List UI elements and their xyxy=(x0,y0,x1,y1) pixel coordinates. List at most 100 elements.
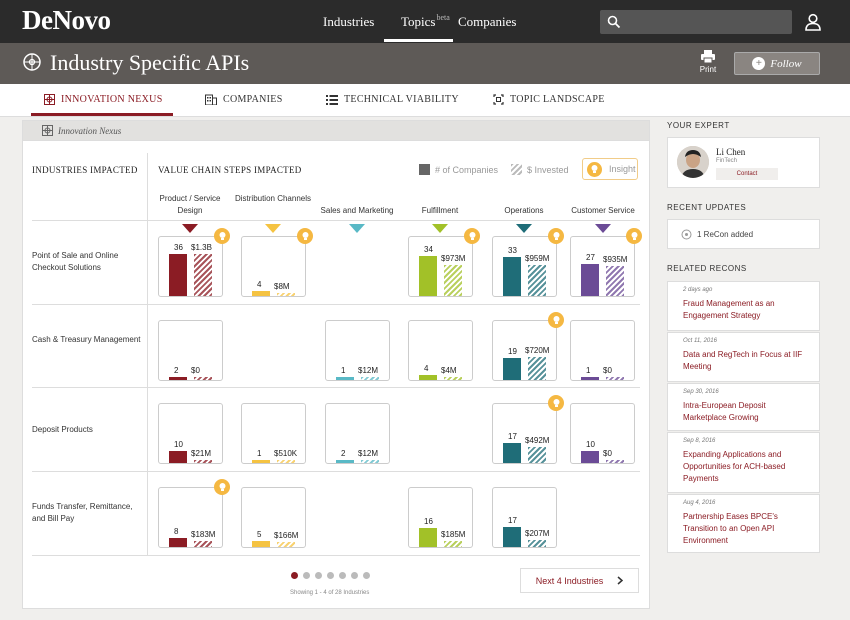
impact-cell[interactable]: 1 $510K xyxy=(241,403,306,464)
expert-name[interactable]: Li Chen xyxy=(716,147,746,157)
companies-bar xyxy=(581,264,599,296)
denovo-logo[interactable]: DeNovo xyxy=(22,5,111,35)
tab-topic-landscape[interactable]: TOPIC LANDSCAPE xyxy=(493,94,605,105)
row-label-point-of-sale[interactable]: Point of Sale and Online Checkout Soluti… xyxy=(32,251,119,272)
lightbulb-icon[interactable] xyxy=(548,395,564,411)
legend-solid-swatch xyxy=(419,164,430,175)
contact-button[interactable]: Contact xyxy=(716,168,778,180)
nav-industries[interactable]: Industries xyxy=(323,14,375,29)
page-dot[interactable] xyxy=(351,572,358,579)
nav-companies[interactable]: Companies xyxy=(458,14,517,29)
legend-insight: Insight xyxy=(582,158,638,180)
impact-cell[interactable]: 5 $166M xyxy=(241,487,306,548)
invested-amount: $720M xyxy=(525,346,550,355)
tab-innovation-nexus-label: INNOVATION NEXUS xyxy=(61,94,163,105)
page-dot[interactable] xyxy=(339,572,346,579)
impact-cell[interactable]: 4 $4M xyxy=(408,320,473,381)
beta-badge: beta xyxy=(436,13,450,22)
tab-bar xyxy=(0,84,850,117)
companies-count: 36 xyxy=(174,243,183,252)
page-dot[interactable] xyxy=(291,572,298,579)
impact-cell[interactable]: 1 $0 xyxy=(570,320,635,381)
recent-update-card[interactable] xyxy=(667,219,820,249)
impact-cell[interactable]: 1 $12M xyxy=(325,320,390,381)
page-dot[interactable] xyxy=(327,572,334,579)
recon-card[interactable] xyxy=(667,281,820,331)
recon-card[interactable] xyxy=(667,383,820,431)
recon-date: Sep 8, 2016 xyxy=(683,438,716,444)
invested-amount: $492M xyxy=(525,436,550,445)
recon-card[interactable] xyxy=(667,494,820,553)
companies-bar xyxy=(419,256,437,296)
invested-bar xyxy=(194,541,212,547)
impact-cell[interactable]: 2 $12M xyxy=(325,403,390,464)
companies-count: 17 xyxy=(508,516,517,525)
impact-cell[interactable]: 2 $0 xyxy=(158,320,223,381)
avatar[interactable] xyxy=(677,146,709,178)
impact-cell[interactable]: 4 $8M xyxy=(241,236,306,297)
next-industries-button[interactable]: Next 4 Industries xyxy=(520,568,639,593)
search-icon xyxy=(607,15,621,29)
invested-amount: $0 xyxy=(603,449,612,458)
column-customer-service: Customer Service xyxy=(571,206,635,215)
companies-bar xyxy=(169,451,187,463)
impact-cell[interactable]: 36 $1.3B xyxy=(158,236,223,297)
recon-card[interactable] xyxy=(667,332,820,382)
lightbulb-icon[interactable] xyxy=(214,228,230,244)
invested-bar xyxy=(277,542,295,547)
recon-title-link[interactable]: Fraud Management as an Engagement Strate… xyxy=(683,299,775,320)
recon-title-link[interactable]: Data and RegTech in Focus at IIF Meeting xyxy=(683,350,803,371)
search-input[interactable] xyxy=(600,10,792,34)
invested-amount: $166M xyxy=(274,531,299,540)
nexus-icon xyxy=(42,125,53,136)
page-title: Industry Specific APIs xyxy=(50,50,250,75)
tab-innovation-nexus[interactable]: INNOVATION NEXUS xyxy=(44,94,163,105)
nav-topics[interactable]: Topicsbeta xyxy=(401,13,450,30)
tab-technical-viability-label: TECHNICAL VIABILITY xyxy=(344,94,459,105)
impact-cell[interactable]: 10 $0 xyxy=(570,403,635,464)
impact-cell[interactable]: 19 $720M xyxy=(492,320,557,381)
tab-technical-viability[interactable]: TECHNICAL VIABILITY xyxy=(326,94,459,105)
lightbulb-icon[interactable] xyxy=(548,312,564,328)
row-divider xyxy=(32,220,640,221)
print-button[interactable]: Print xyxy=(694,50,722,74)
page-dot[interactable] xyxy=(315,572,322,579)
impact-cell[interactable]: 34 $973M xyxy=(408,236,473,297)
page-title-bar xyxy=(0,43,850,84)
impact-cell[interactable]: 8 $183M xyxy=(158,487,223,548)
invested-amount: $510K xyxy=(274,449,298,458)
impact-cell[interactable]: 27 $935M xyxy=(570,236,635,297)
tab-companies[interactable]: COMPANIES xyxy=(205,94,283,105)
recon-card[interactable] xyxy=(667,432,820,493)
lightbulb-icon[interactable] xyxy=(548,228,564,244)
page-dot[interactable] xyxy=(303,572,310,579)
invested-amount: $1.3B xyxy=(191,243,212,252)
invested-bar xyxy=(361,460,379,463)
impact-cell[interactable]: 16 $185M xyxy=(408,487,473,548)
recon-title-link[interactable]: Partnership Eases BPCE's Transition to a… xyxy=(683,512,778,545)
lightbulb-icon[interactable] xyxy=(297,228,313,244)
page-dot[interactable] xyxy=(363,572,370,579)
column-marker xyxy=(182,224,198,233)
lightbulb-icon[interactable] xyxy=(214,479,230,495)
invested-amount: $973M xyxy=(441,254,466,263)
companies-count: 5 xyxy=(257,530,262,539)
invested-amount: $8M xyxy=(274,282,290,291)
lightbulb-icon[interactable] xyxy=(464,228,480,244)
impact-cell[interactable]: 33 $959M xyxy=(492,236,557,297)
recon-date: Oct 11, 2016 xyxy=(683,338,717,344)
follow-button[interactable]: + Follow xyxy=(734,52,820,75)
companies-count: 17 xyxy=(508,432,517,441)
impact-cell[interactable]: 17 $207M xyxy=(492,487,557,548)
impact-cell[interactable]: 17 $492M xyxy=(492,403,557,464)
column-marker xyxy=(595,224,611,233)
impact-cell[interactable]: 10 $21M xyxy=(158,403,223,464)
recon-title-link[interactable]: Intra-European Deposit Marketplace Growi… xyxy=(683,401,766,422)
invested-amount: $12M xyxy=(358,449,379,458)
lightbulb-icon[interactable] xyxy=(626,228,642,244)
row-label-cash-treasury[interactable]: Cash & Treasury Management xyxy=(32,335,141,344)
row-label-deposit-products[interactable]: Deposit Products xyxy=(32,425,93,434)
row-label-funds-transfer[interactable]: Funds Transfer, Remittance, and Bill Pay xyxy=(32,502,133,523)
recon-title-link[interactable]: Expanding Applications and Opportunities… xyxy=(683,450,786,483)
user-icon[interactable] xyxy=(803,12,823,32)
